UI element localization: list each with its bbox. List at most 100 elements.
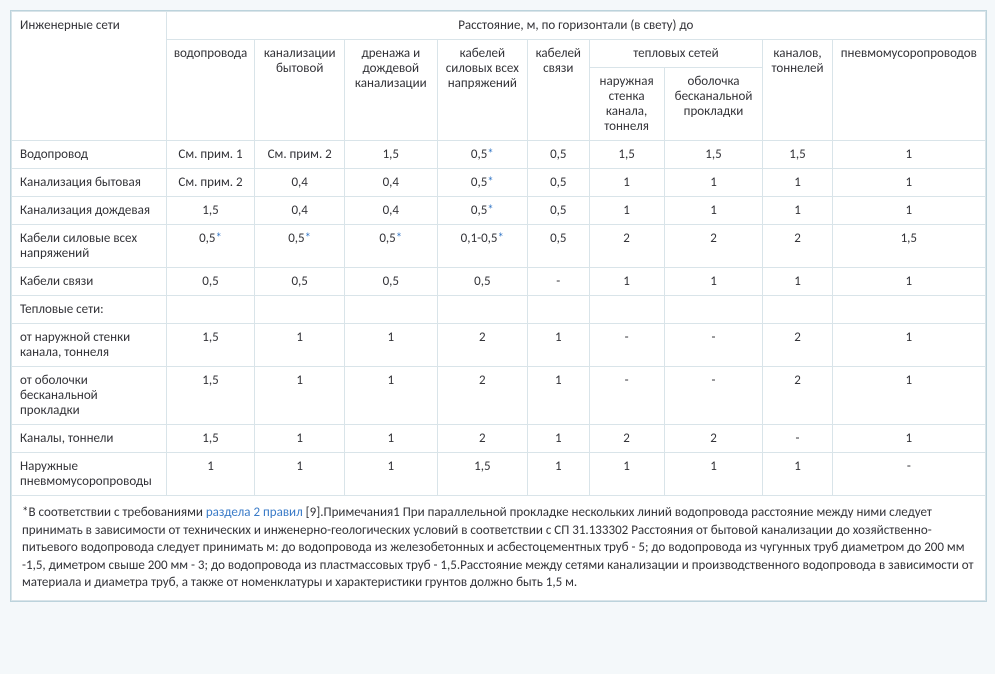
- table-cell: 0,4: [344, 169, 437, 197]
- table-cell: [255, 296, 344, 324]
- table-row: Канализация бытоваяСм. прим. 20,40,40,5*…: [12, 169, 986, 197]
- table-row: от наружной стенки канала, тоннеля1,5112…: [12, 324, 986, 367]
- table-cell: 1: [832, 169, 985, 197]
- table-cell: 1: [832, 197, 985, 225]
- table-cell: 1: [832, 141, 985, 169]
- table-cell: 0,4: [344, 197, 437, 225]
- table-cell: 1: [589, 169, 664, 197]
- table-cell: 0,5*: [344, 225, 437, 268]
- table-cell: 2: [437, 324, 527, 367]
- asterisk-icon: *: [396, 231, 402, 246]
- corner-header: Инженерные сети: [12, 12, 167, 141]
- asterisk-icon: *: [215, 231, 221, 246]
- distance-table: Инженерные сети Расстояние, м, по горизо…: [11, 11, 986, 601]
- row-label: Кабели силовые всех напряжений: [12, 225, 167, 268]
- table-cell: 2: [437, 425, 527, 453]
- table-cell: [763, 296, 832, 324]
- table-cell: 1: [589, 453, 664, 496]
- table-cell: 0,5: [527, 225, 589, 268]
- table-cell: 0,5*: [437, 169, 527, 197]
- table-cell: 1: [832, 425, 985, 453]
- table-cell: 2: [664, 225, 763, 268]
- table-cell: 1,5: [166, 367, 255, 425]
- row-label: от наружной стенки канала, тоннеля: [12, 324, 167, 367]
- table-cell: 1,5: [437, 453, 527, 496]
- table-cell: 0,5: [527, 169, 589, 197]
- table-cell: 1: [527, 367, 589, 425]
- table-cell: 0,4: [255, 197, 344, 225]
- table-cell: [166, 296, 255, 324]
- footnote: *В соответствии с требованиями раздела 2…: [12, 496, 986, 601]
- table-cell: [589, 296, 664, 324]
- table-cell: 1,5: [763, 141, 832, 169]
- table-cell: 1: [763, 453, 832, 496]
- table-row: от оболочки бесканальной прокладки1,5112…: [12, 367, 986, 425]
- table-row: Тепловые сети:: [12, 296, 986, 324]
- table-cell: 1: [255, 425, 344, 453]
- row-label: Кабели связи: [12, 268, 167, 296]
- table-cell: [832, 296, 985, 324]
- table-cell: 1: [344, 425, 437, 453]
- row-label: Тепловые сети:: [12, 296, 167, 324]
- table-cell: 2: [437, 367, 527, 425]
- table-row: Каналы, тоннели1,5112122-1: [12, 425, 986, 453]
- table-cell: 1: [166, 453, 255, 496]
- table-cell: 1: [255, 324, 344, 367]
- table-cell: 1: [527, 453, 589, 496]
- subcol-naruzhnaya-stenka: наружная стенка канала, тоннеля: [589, 68, 664, 141]
- col-header-vodoprovod: водопровода: [166, 40, 255, 141]
- table-cell: 1,5: [166, 197, 255, 225]
- col-header-kanaly-tonneli: каналов, тоннелей: [763, 40, 832, 141]
- footnote-link[interactable]: раздела 2 правил: [206, 505, 303, 520]
- table-cell: 1,5: [344, 141, 437, 169]
- table-cell: 1: [527, 324, 589, 367]
- asterisk-icon: *: [305, 231, 311, 246]
- table-cell: -: [763, 425, 832, 453]
- row-label: Канализация дождевая: [12, 197, 167, 225]
- row-label: от оболочки бесканальной прокладки: [12, 367, 167, 425]
- table-cell: 0,4: [255, 169, 344, 197]
- table-cell: 1: [589, 197, 664, 225]
- asterisk-icon: *: [487, 147, 493, 162]
- table-cell: 1: [763, 197, 832, 225]
- table-cell: 0,5: [437, 268, 527, 296]
- table-cell: -: [589, 367, 664, 425]
- table-cell: -: [832, 453, 985, 496]
- table-cell: 0,5*: [437, 197, 527, 225]
- table-cell: См. прим. 1: [166, 141, 255, 169]
- col-header-kabeli-silovye: кабелей силовых всех напряжений: [437, 40, 527, 141]
- table-cell: 2: [589, 425, 664, 453]
- distance-table-container: Инженерные сети Расстояние, м, по горизо…: [10, 10, 987, 602]
- table-row: Кабели связи0,50,50,50,5-1111: [12, 268, 986, 296]
- row-label: Водопровод: [12, 141, 167, 169]
- table-cell: 2: [589, 225, 664, 268]
- table-cell: 1: [344, 367, 437, 425]
- table-cell: 0,5: [527, 141, 589, 169]
- table-cell: 1: [255, 453, 344, 496]
- table-cell: 0,5*: [166, 225, 255, 268]
- row-label: Каналы, тоннели: [12, 425, 167, 453]
- table-cell: 0,5: [255, 268, 344, 296]
- table-cell: 1: [255, 367, 344, 425]
- table-cell: 1,5: [589, 141, 664, 169]
- table-row: Наружные пневмомусоропроводы1111,51111-: [12, 453, 986, 496]
- table-cell: 1: [832, 367, 985, 425]
- table-cell: 1: [763, 268, 832, 296]
- table-cell: 1,5: [664, 141, 763, 169]
- table-cell: [527, 296, 589, 324]
- table-cell: 2: [763, 225, 832, 268]
- table-row: Кабели силовые всех напряжений0,5*0,5*0,…: [12, 225, 986, 268]
- table-row: Канализация дождевая1,50,40,40,5*0,51111: [12, 197, 986, 225]
- col-header-pnevmo: пневмомусоропроводов: [832, 40, 985, 141]
- table-cell: 1: [664, 268, 763, 296]
- asterisk-icon: *: [498, 231, 504, 246]
- row-label: Канализация бытовая: [12, 169, 167, 197]
- table-cell: 1: [344, 453, 437, 496]
- table-cell: 0,5*: [437, 141, 527, 169]
- table-cell: 1: [344, 324, 437, 367]
- col-header-kanalizatsiya-bytovaya: канализации бытовой: [255, 40, 344, 141]
- asterisk-icon: *: [487, 203, 493, 218]
- table-cell: 1,5: [166, 425, 255, 453]
- table-cell: -: [664, 324, 763, 367]
- table-cell: [437, 296, 527, 324]
